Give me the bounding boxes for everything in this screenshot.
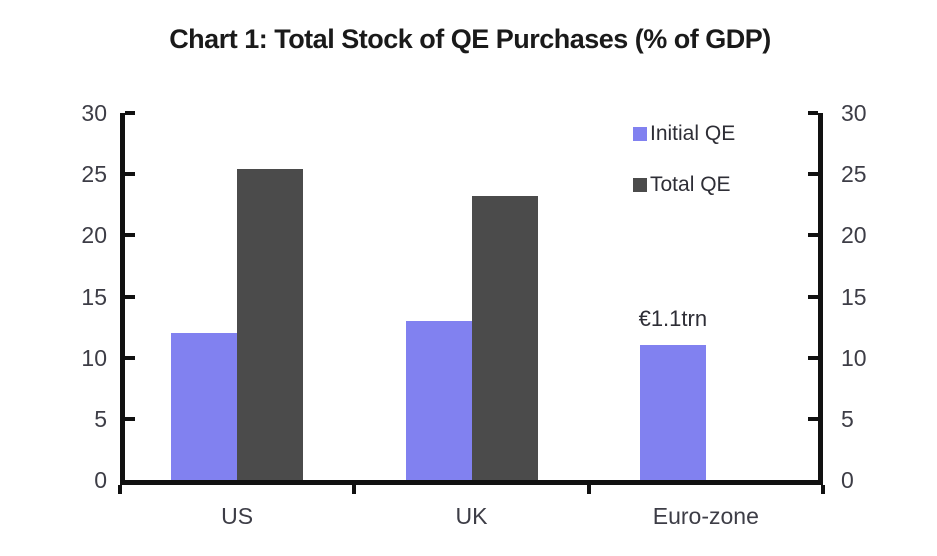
y-axis-label-left: 5	[94, 405, 107, 432]
x-tick	[586, 485, 591, 494]
y-tick-left	[125, 416, 135, 421]
y-axis-label-right: 0	[841, 467, 854, 493]
y-axis-label-left: 25	[81, 161, 107, 188]
y-axis-label-left: 30	[81, 100, 107, 126]
x-tick	[821, 485, 825, 494]
y-axis-right	[818, 113, 823, 485]
y-axis-label-right: 20	[841, 222, 867, 249]
x-tick	[118, 485, 122, 494]
y-tick-right	[808, 416, 818, 421]
initial-qe-swatch-icon	[633, 127, 647, 141]
x-axis-label: Euro-zone	[652, 503, 759, 529]
y-axis-label-right: 25	[841, 161, 867, 188]
y-tick-left	[125, 355, 135, 360]
y-axis-label-left: 0	[94, 467, 107, 493]
y-axis-left	[120, 113, 125, 485]
bar-annotation: €1.1trn	[638, 305, 708, 331]
y-tick-right	[808, 233, 818, 238]
legend-item-initial-qe: Initial QE	[633, 122, 735, 146]
x-tick	[352, 485, 357, 494]
x-axis	[120, 480, 823, 485]
y-tick-left	[125, 294, 135, 299]
x-axis-label: UK	[455, 503, 488, 529]
y-tick-right	[808, 172, 818, 177]
legend-label-total-qe: Total QE	[650, 173, 731, 196]
y-axis-label-left: 10	[81, 344, 107, 371]
total-qe-swatch-icon	[633, 178, 647, 192]
y-axis-label-left: 15	[81, 283, 107, 310]
y-axis-label-right: 5	[841, 405, 854, 432]
y-tick-left	[125, 172, 135, 177]
y-tick-right	[808, 355, 818, 360]
y-axis-label-right: 15	[841, 283, 867, 310]
y-tick-left	[125, 233, 135, 238]
chart-title: Chart 1: Total Stock of QE Purchases (% …	[169, 24, 771, 54]
bar-initial-qe-us	[171, 333, 238, 480]
y-axis-label-right: 10	[841, 344, 867, 371]
y-axis-label-left: 20	[81, 222, 107, 249]
y-axis-label-right: 30	[841, 100, 867, 126]
legend-item-total-qe: Total QE	[633, 173, 735, 197]
legend-label-initial-qe: Initial QE	[650, 122, 736, 145]
bar-initial-qe-euro-zone	[639, 345, 706, 480]
x-axis-label: US	[221, 503, 254, 529]
bar-total-qe-us	[237, 169, 304, 480]
y-tick-left	[125, 111, 135, 115]
bar-initial-qe-uk	[405, 320, 472, 480]
legend: Initial QE Total QE	[633, 122, 735, 197]
y-tick-right	[808, 111, 818, 115]
y-tick-right	[808, 294, 818, 299]
bar-total-qe-uk	[471, 196, 538, 480]
